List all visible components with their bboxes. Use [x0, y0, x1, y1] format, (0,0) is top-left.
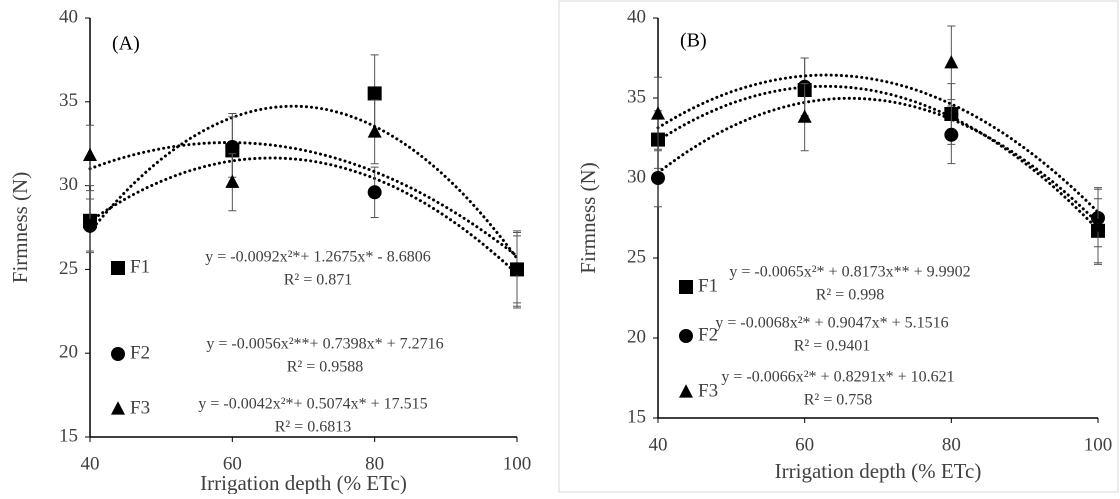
marker — [111, 347, 125, 361]
panel-label: (B) — [680, 30, 707, 52]
y-tick-label: 15 — [627, 406, 646, 427]
marker — [679, 280, 693, 294]
r-squared: R² = 0.6813 — [275, 419, 352, 436]
y-tick-label: 20 — [627, 326, 646, 347]
y-tick-label: 35 — [627, 86, 646, 107]
marker — [651, 171, 665, 185]
marker — [797, 109, 812, 123]
x-axis-title: Irrigation depth (% ETc) — [200, 471, 407, 494]
y-tick-label: 40 — [59, 6, 78, 27]
equation: y = -0.0042x²*+ 0.5074x* + 17.515 — [198, 396, 427, 413]
legend-label: F2 — [698, 324, 718, 345]
marker — [111, 261, 125, 275]
x-tick-label: 100 — [1084, 434, 1113, 455]
marker — [111, 401, 125, 415]
equation: y = -0.0056x²**+ 0.7398x* + 7.2716 — [206, 336, 443, 353]
legend-label: F3 — [698, 380, 718, 401]
x-tick-label: 60 — [795, 434, 814, 455]
x-axis-title: Irrigation depth (% ETc) — [775, 459, 982, 483]
trendline — [656, 96, 1100, 225]
r-squared: R² = 0.998 — [816, 287, 885, 304]
legend-label: F1 — [130, 256, 150, 277]
y-tick-label: 25 — [627, 246, 646, 267]
marker — [83, 218, 97, 233]
y-tick-label: 40 — [627, 6, 646, 27]
x-tick-label: 40 — [649, 434, 668, 455]
y-tick-label: 25 — [59, 258, 78, 279]
marker — [367, 185, 382, 200]
marker — [1091, 218, 1105, 232]
y-tick-label: 35 — [59, 90, 78, 111]
marker — [510, 261, 524, 275]
marker — [367, 124, 382, 138]
marker — [944, 55, 959, 69]
marker — [367, 86, 382, 101]
equation: y = -0.0068x²* + 0.9047x* + 5.1516 — [715, 315, 948, 332]
y-tick-label: 15 — [59, 425, 78, 446]
marker — [225, 140, 240, 155]
x-tick-label: 40 — [81, 453, 100, 474]
x-tick-label: 80 — [365, 453, 384, 474]
trendline — [656, 73, 1100, 214]
marker — [83, 147, 97, 162]
y-tick-label: 30 — [59, 174, 78, 195]
trendline — [656, 84, 1100, 232]
r-squared: R² = 0.871 — [284, 272, 353, 289]
x-tick-label: 60 — [223, 453, 242, 474]
trendline — [88, 156, 519, 276]
r-squared: R² = 0.9401 — [794, 338, 871, 355]
legend-label: F3 — [130, 397, 150, 418]
marker — [225, 174, 240, 188]
x-tick-label: 100 — [503, 453, 532, 474]
panel-border — [558, 0, 1119, 493]
marker — [651, 106, 665, 120]
y-axis-title: Firmness (N) — [576, 162, 600, 273]
r-squared: R² = 0.758 — [804, 392, 873, 409]
legend-label: F1 — [698, 275, 718, 296]
equation: y = -0.0092x²*+ 1.2675x* - 8.6806 — [205, 249, 431, 266]
marker — [679, 329, 693, 343]
trendline — [88, 104, 519, 260]
y-tick-label: 30 — [627, 166, 646, 187]
marker — [944, 127, 959, 142]
y-axis-title: Firmness (N) — [8, 172, 32, 283]
equation: y = -0.0066x²* + 0.8291x* + 10.621 — [721, 369, 954, 386]
r-squared: R² = 0.9588 — [287, 359, 364, 376]
panel-label: (A) — [112, 33, 140, 55]
legend-label: F2 — [130, 342, 150, 363]
x-tick-label: 80 — [942, 434, 961, 455]
trendline — [88, 141, 519, 258]
equation: y = -0.0065x²* + 0.8173x** + 9.9902 — [729, 264, 970, 281]
marker — [679, 384, 693, 398]
y-tick-label: 20 — [59, 342, 78, 363]
